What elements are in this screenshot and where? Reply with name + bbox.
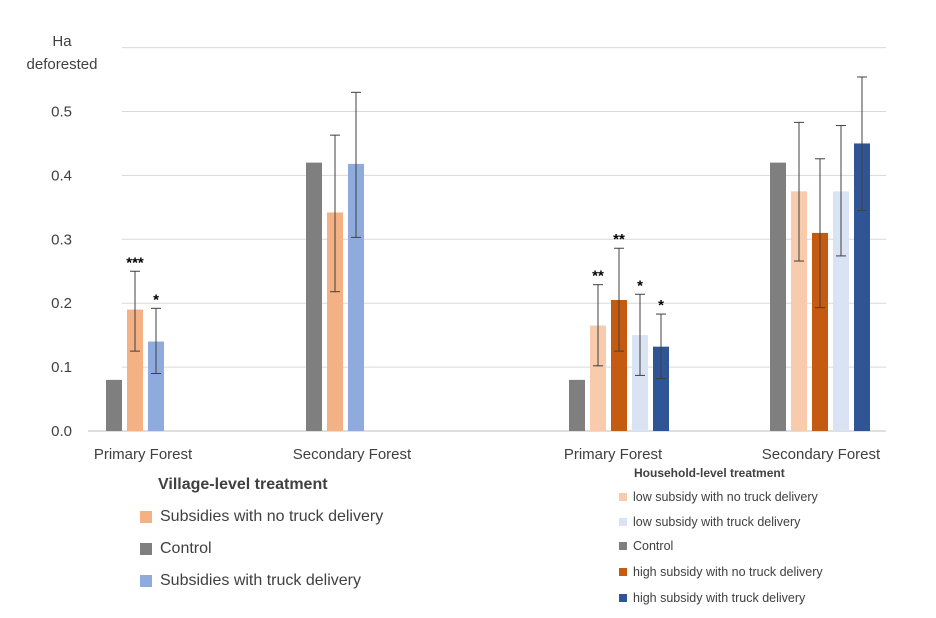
bar	[148, 341, 164, 431]
bar	[632, 335, 648, 431]
y-tick-label: 0.4	[51, 167, 72, 184]
household-legend-item: low subsidy with no truck delivery	[619, 490, 818, 504]
legend-label: low subsidy with truck delivery	[633, 515, 801, 529]
legend-swatch	[619, 493, 627, 501]
y-tick-label: 0.3	[51, 231, 72, 248]
significance-label: **	[592, 268, 604, 285]
x-category-label: Primary Forest	[564, 446, 663, 463]
village-legend-title: Village-level treatment	[158, 476, 328, 493]
significance-label: *	[658, 297, 664, 314]
bar	[854, 143, 870, 431]
legend-swatch	[140, 511, 152, 523]
bar	[590, 325, 606, 431]
legend-label: high subsidy with no truck delivery	[633, 565, 823, 579]
household-legend-item: high subsidy with no truck delivery	[619, 565, 823, 579]
legend-swatch	[619, 542, 627, 550]
y-tick-label: 0.2	[51, 295, 72, 312]
legend-swatch	[619, 518, 627, 526]
bar	[653, 346, 669, 431]
bar	[791, 191, 807, 431]
y-tick-label: 0.0	[51, 423, 72, 440]
bar	[127, 309, 143, 431]
bar	[348, 163, 364, 431]
legend-swatch	[140, 575, 152, 587]
legend-swatch	[619, 594, 627, 602]
legend-label: Subsidies with truck delivery	[160, 572, 361, 589]
y-tick-label: 0.1	[51, 359, 72, 376]
legend-label: Control	[633, 539, 674, 553]
village-legend-item: Control	[140, 540, 212, 558]
significance-label: *	[153, 291, 159, 308]
bar	[327, 212, 343, 431]
household-legend-item: high subsidy with truck delivery	[619, 591, 805, 605]
bar	[812, 232, 828, 431]
legend-label: Control	[160, 540, 212, 557]
bar	[569, 379, 585, 431]
y-tick-label: 0.5	[51, 104, 72, 121]
significance-label: *	[637, 277, 643, 294]
x-category-label: Secondary Forest	[293, 446, 412, 463]
significance-label: ***	[126, 254, 144, 271]
household-legend-item: low subsidy with truck delivery	[619, 515, 800, 529]
legend-swatch	[140, 543, 152, 555]
bar	[611, 300, 627, 431]
legend-label: low subsidy with no truck delivery	[633, 490, 818, 504]
y-axis-label: Ha deforested	[26, 33, 98, 73]
household-legend-title: Household-level treatment	[634, 466, 785, 480]
x-category-label: Secondary Forest	[762, 446, 881, 463]
legend-label: Subsidies with no truck delivery	[160, 508, 384, 525]
legend-label: high subsidy with truck delivery	[633, 591, 806, 605]
significance-label: **	[613, 231, 625, 248]
village-legend-item: Subsidies with no truck delivery	[140, 508, 383, 526]
legend-swatch	[619, 568, 627, 576]
bar	[833, 191, 849, 431]
village-legend-item: Subsidies with truck delivery	[140, 572, 361, 590]
bar	[770, 162, 786, 431]
bar	[106, 379, 122, 431]
bar	[306, 162, 322, 431]
x-category-label: Primary Forest	[94, 446, 193, 463]
household-legend-item: Control	[619, 539, 673, 553]
